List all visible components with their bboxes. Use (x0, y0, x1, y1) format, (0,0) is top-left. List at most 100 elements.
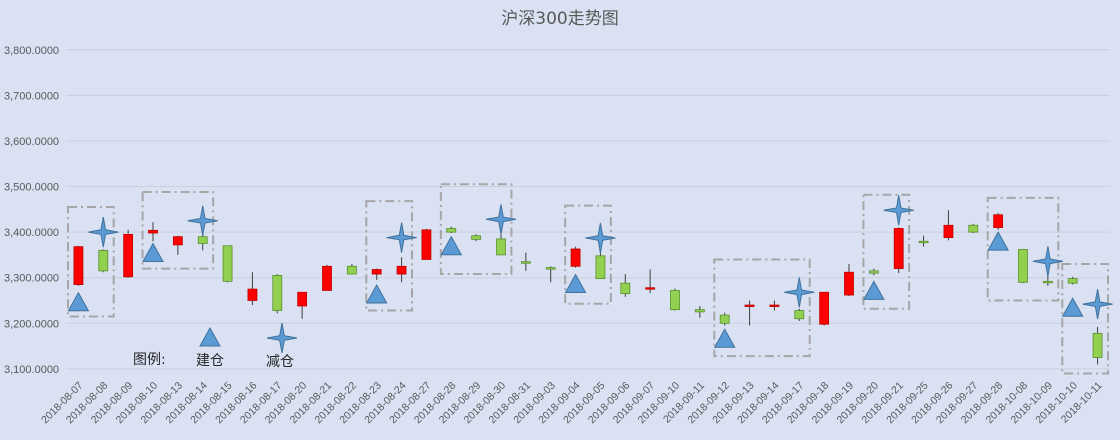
sell-marker-star (585, 222, 616, 254)
candle-body-up (148, 229, 158, 234)
candle-body-up (819, 291, 830, 325)
candle-body-down (98, 249, 109, 272)
candle (819, 291, 830, 326)
candle (98, 249, 109, 273)
candle-body-down (222, 245, 233, 282)
sell-marker-star (485, 204, 517, 235)
candle (670, 288, 680, 311)
candle (148, 222, 158, 242)
buy-marker-triangle (564, 273, 587, 294)
candle (794, 308, 805, 322)
candle-body-down (968, 224, 979, 233)
y-axis-ticks: 3,100.0000 3,200.0000 3,300.0000 3,400.0000… (4, 45, 59, 376)
selection-box (439, 183, 513, 276)
x-axis-ticks: 2018-08-072018-08-082018-08-092018-08-10… (39, 380, 1105, 427)
candle (719, 312, 730, 326)
selection-boxes (67, 183, 1110, 375)
candle-body-up (297, 291, 308, 307)
buy-marker-triangle (67, 291, 90, 312)
candle-body-down (1067, 278, 1078, 284)
candle (645, 269, 656, 294)
candle-body-up (844, 271, 854, 296)
buy-marker-triangle (987, 231, 1009, 251)
candle (993, 212, 1004, 230)
candle (520, 252, 531, 271)
candle (421, 228, 432, 260)
candle (893, 227, 904, 274)
sell-marker-star (266, 322, 298, 354)
candle (471, 234, 482, 242)
candle-body-down (471, 235, 482, 240)
candle-body-down (520, 261, 531, 264)
candle-body-down (1018, 249, 1028, 283)
candle (73, 245, 84, 286)
candle (595, 250, 606, 280)
grid-lines (66, 49, 1110, 370)
candle (1018, 249, 1028, 284)
candle-body-down (197, 236, 208, 244)
sell-marker-star (1032, 246, 1063, 277)
candles (73, 210, 1103, 365)
candle-body-up (744, 304, 755, 307)
buy-marker-triangle (199, 326, 221, 347)
candle (272, 274, 283, 314)
legend: 图例: 建仓 减仓 (133, 322, 298, 370)
y-tick-label: 3,800.0000 (4, 45, 59, 57)
candle-body-down (794, 310, 805, 320)
selection-box (862, 193, 911, 310)
y-tick-label: 3,700.0000 (4, 90, 59, 102)
buy-marker-triangle (440, 235, 463, 256)
candle-body-up (322, 265, 332, 291)
candle-body-up (421, 229, 432, 260)
candle (123, 229, 134, 278)
candle (968, 223, 979, 234)
candle (396, 257, 407, 283)
candle-body-down (670, 290, 680, 311)
candle-body-down (595, 255, 606, 280)
legend-item-label: 建仓 (196, 353, 224, 369)
candle-body-down (272, 275, 283, 311)
candle-body-down (918, 240, 929, 244)
candle-body-up (570, 248, 581, 267)
candle (844, 264, 854, 296)
candle-body-up (73, 246, 84, 285)
y-tick-label: 3,300.0000 (4, 273, 59, 285)
candle-body-down (446, 228, 457, 233)
buy-marker-triangle (365, 283, 388, 304)
selection-box (141, 190, 215, 270)
candle-body-up (769, 304, 780, 307)
candle (1092, 326, 1103, 365)
sell-marker-star (88, 217, 119, 248)
candle-body-up (993, 214, 1004, 228)
legend-title: 图例: (133, 352, 166, 368)
candle-body-up (371, 269, 382, 275)
buy-marker-triangle (863, 280, 885, 300)
candle-body-down (346, 265, 357, 275)
candle (545, 266, 556, 283)
sell-marker-star (883, 195, 914, 226)
selection-box (564, 204, 612, 305)
candle-body-down (620, 282, 631, 295)
candle (446, 226, 457, 234)
candle-body-up (943, 224, 954, 238)
candle (570, 246, 581, 268)
trade-markers (67, 195, 1113, 348)
candle-body-up (396, 265, 407, 275)
candle (247, 272, 258, 306)
y-tick-label: 3,600.0000 (4, 136, 59, 148)
sell-marker-star (784, 277, 815, 308)
candle-body-up (893, 228, 904, 269)
y-tick-label: 3,100.0000 (4, 364, 59, 376)
candle (620, 274, 631, 297)
selection-box (1061, 263, 1110, 375)
candle (769, 300, 780, 311)
candle-body-up (645, 287, 656, 290)
candle-body-down (694, 309, 705, 313)
candle (322, 264, 332, 291)
candle (172, 235, 183, 255)
candle-body-up (172, 236, 183, 246)
candle (297, 291, 308, 319)
selection-box (67, 206, 115, 318)
